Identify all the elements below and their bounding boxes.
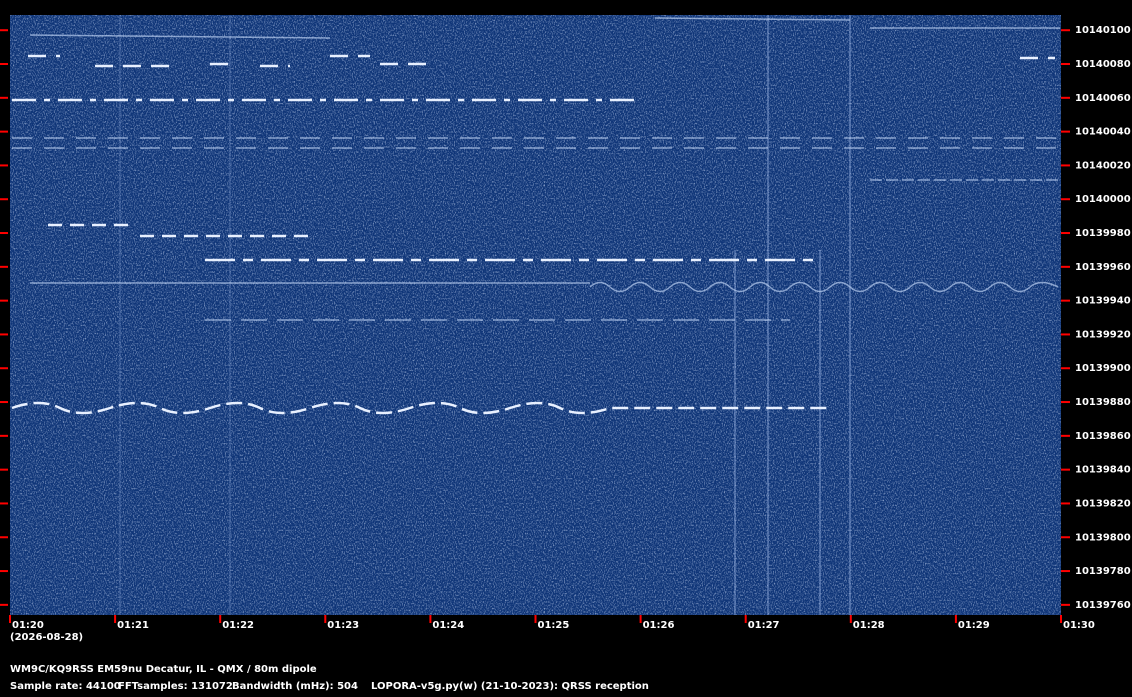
y-tick-label: 10139820	[1075, 498, 1131, 509]
y-tick-label: 10140020	[1075, 160, 1131, 171]
y-tick-label: 10140100	[1075, 25, 1131, 36]
y-tick-label: 10139960	[1075, 262, 1131, 273]
x-tick-label: 01:28	[853, 620, 885, 631]
setting-label: Bandwidth (mHz): 504	[232, 681, 358, 692]
x-tick-label: 01:22	[222, 620, 254, 631]
x-tick-label: 01:29	[958, 620, 990, 631]
y-tick-label: 10139760	[1075, 600, 1131, 611]
setting-label: Sample rate: 44100	[10, 681, 121, 692]
x-tick-label: 01:24	[432, 620, 464, 631]
y-tick-label: 10139840	[1075, 465, 1131, 476]
x-tick-label: 01:30	[1063, 620, 1095, 631]
station-label: WM9C/KQ9RSS EM59nu Decatur, IL - QMX / 8…	[10, 664, 317, 675]
y-tick-label: 10139780	[1075, 566, 1131, 577]
x-tick-label: 01:20	[12, 620, 44, 631]
y-tick-label: 10139900	[1075, 363, 1131, 374]
y-tick-label: 10139980	[1075, 228, 1131, 239]
spectrogram	[10, 15, 1061, 615]
x-tick-label: 01:25	[538, 620, 570, 631]
y-tick-label: 10139920	[1075, 329, 1131, 340]
y-tick-label: 10139940	[1075, 296, 1131, 307]
y-tick-label: 10139800	[1075, 532, 1131, 543]
y-tick-label: 10139860	[1075, 431, 1131, 442]
y-tick-label: 10140040	[1075, 127, 1131, 138]
setting-label: FFTsamples: 131072	[118, 681, 233, 692]
y-tick-label: 10140000	[1075, 194, 1131, 205]
date-label: (2026-08-28)	[10, 632, 83, 643]
x-tick-label: 01:27	[748, 620, 780, 631]
y-tick-label: 10140060	[1075, 93, 1131, 104]
y-tick-label: 10140080	[1075, 59, 1131, 70]
software-label: LOPORA-v5g.py(w) (21-10-2023): QRSS rece…	[371, 681, 649, 692]
y-tick-label: 10139880	[1075, 397, 1131, 408]
x-tick-label: 01:26	[643, 620, 675, 631]
x-tick-label: 01:23	[327, 620, 359, 631]
x-tick-label: 01:21	[117, 620, 149, 631]
